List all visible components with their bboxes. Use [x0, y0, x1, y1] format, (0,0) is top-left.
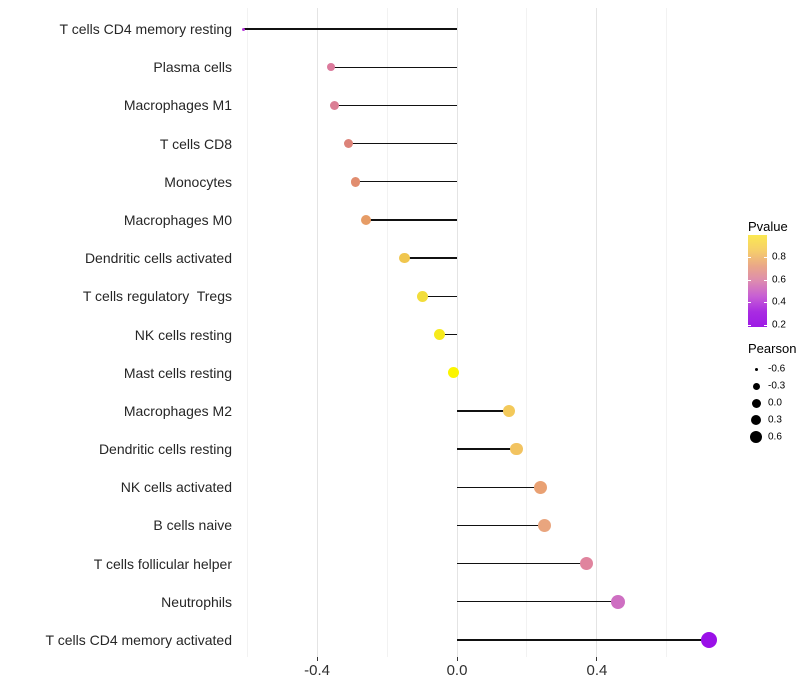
- y-axis-label: T cells CD8: [159, 135, 232, 152]
- major-gridline: [316, 8, 318, 657]
- lollipop-dot: [343, 138, 354, 149]
- pvalue-colorbar-label: 0.6: [772, 274, 786, 286]
- pearson-legend-dot: [754, 367, 758, 371]
- x-axis-tick: [316, 657, 318, 661]
- lollipop-stem: [457, 524, 545, 527]
- y-axis-label: T cells regulatory Tregs: [82, 288, 232, 305]
- lollipop-stem: [457, 448, 517, 450]
- lollipop-stem: [457, 410, 510, 412]
- pvalue-colorbar-tick: [748, 279, 751, 281]
- minor-gridline: [666, 8, 668, 657]
- pearson-legend-dot: [750, 414, 762, 426]
- y-axis-label: T cells CD4 memory activated: [45, 632, 232, 648]
- y-axis-label: Dendritic cells activated: [84, 250, 232, 267]
- x-axis-tick: [456, 657, 458, 661]
- pearson-legend-title: Pearson: [748, 341, 797, 356]
- lollipop-stem: [355, 181, 457, 183]
- lollipop-stem: [243, 28, 457, 30]
- pearson-legend-dot: [752, 382, 760, 390]
- minor-gridline: [386, 8, 388, 657]
- lollipop-stem: [457, 486, 541, 488]
- pvalue-colorbar-label: 0.8: [772, 251, 786, 263]
- lollipop-stem: [457, 639, 709, 641]
- y-axis-label: Macrophages M2: [123, 402, 232, 419]
- pvalue-colorbar-label: 0.4: [772, 296, 786, 308]
- x-axis-tick-label: -0.4: [304, 662, 330, 679]
- x-axis-tick-label: 0.4: [586, 662, 608, 679]
- lollipop-stem: [457, 562, 587, 565]
- lollipop-dot: [350, 177, 361, 187]
- lollipop-dot: [534, 480, 548, 494]
- y-axis-label: Neutrophils: [161, 593, 232, 610]
- minor-gridline: [526, 8, 528, 657]
- pvalue-legend-title: Pvalue: [748, 219, 788, 234]
- pearson-legend-dot: [749, 430, 763, 444]
- pvalue-colorbar-tick: [764, 257, 767, 259]
- lollipop-dot: [242, 27, 246, 31]
- y-axis-label: NK cells activated: [120, 479, 232, 496]
- lollipop-dot: [330, 100, 340, 110]
- lollipop-dot: [416, 290, 428, 302]
- pearson-legend-label: -0.6: [768, 363, 786, 375]
- lollipop-dot: [434, 329, 446, 340]
- y-axis-label: Macrophages M0: [123, 211, 232, 228]
- lollipop-dot: [537, 518, 552, 533]
- x-axis-tick: [596, 657, 598, 661]
- pvalue-colorbar-tick: [748, 302, 751, 304]
- lollipop-dot: [579, 556, 594, 571]
- y-axis-label: NK cells resting: [134, 326, 232, 343]
- lollipop-dot: [700, 632, 717, 648]
- minor-gridline: [246, 8, 248, 657]
- lollipop-stem: [366, 219, 457, 221]
- major-gridline: [456, 8, 458, 657]
- y-axis-label: Mast cells resting: [123, 364, 232, 381]
- lollipop-dot: [399, 252, 410, 264]
- y-axis-label: Plasma cells: [153, 59, 232, 76]
- y-axis-label: T cells follicular helper: [93, 555, 232, 572]
- pvalue-colorbar-tick: [748, 257, 751, 259]
- pearson-legend-label: -0.3: [768, 380, 786, 392]
- pvalue-colorbar-tick: [764, 302, 767, 304]
- lollipop-stem: [331, 66, 457, 68]
- lollipop-stem: [439, 333, 457, 336]
- y-axis-label: Macrophages M1: [123, 97, 232, 114]
- y-axis-label: Dendritic cells resting: [98, 441, 232, 458]
- lollipop-stem: [334, 104, 457, 107]
- pearson-legend-label: 0.0: [768, 397, 782, 409]
- lollipop-dot: [503, 404, 516, 417]
- lollipop-stem: [422, 295, 457, 297]
- pvalue-colorbar-label: 0.2: [772, 319, 786, 331]
- y-axis-label: B cells naive: [153, 517, 232, 534]
- pearson-legend-label: 0.6: [768, 431, 782, 443]
- lollipop-stem: [457, 601, 618, 603]
- pearson-legend-label: 0.3: [768, 414, 782, 426]
- pearson-legend-dot: [751, 398, 761, 408]
- pvalue-colorbar: [748, 235, 767, 327]
- lollipop-dot: [510, 442, 523, 456]
- lollipop-dot: [361, 214, 372, 225]
- lollipop-dot: [448, 367, 459, 379]
- major-gridline: [596, 8, 598, 657]
- lollipop-stem: [348, 142, 457, 145]
- x-axis-tick-label: 0.0: [446, 662, 468, 679]
- pvalue-colorbar-tick: [764, 324, 767, 326]
- pvalue-colorbar-tick: [764, 279, 767, 281]
- lollipop-dot: [610, 594, 626, 610]
- pvalue-colorbar-tick: [748, 324, 751, 326]
- lollipop-stem: [404, 257, 457, 259]
- y-axis-label: T cells CD4 memory resting: [59, 21, 232, 37]
- lollipop-dot: [326, 62, 336, 72]
- y-axis-label: Monocytes: [164, 173, 232, 190]
